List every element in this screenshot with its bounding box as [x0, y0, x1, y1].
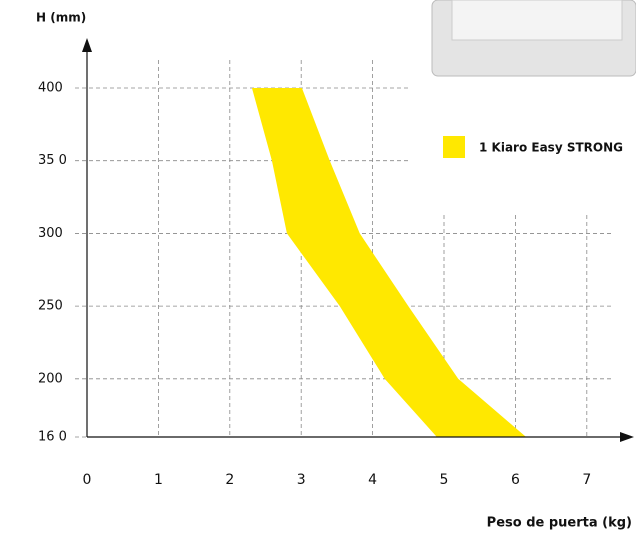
- y-tick-label: 200: [38, 371, 63, 386]
- x-tick-label: 4: [368, 472, 377, 488]
- x-tick-label: 2: [225, 472, 234, 488]
- y-axis-arrow: [82, 38, 92, 52]
- y-tick-label: 35 0: [38, 153, 67, 168]
- y-tick-label: 300: [38, 226, 63, 241]
- x-tick-label: 7: [582, 472, 591, 488]
- x-axis-arrow: [620, 432, 634, 442]
- y-tick-label: 400: [38, 81, 63, 96]
- product-photo-detail: [451, 0, 623, 41]
- legend-swatch: [443, 136, 465, 158]
- x-tick-label: 1: [154, 472, 163, 488]
- x-tick-label: 5: [440, 472, 449, 488]
- y-axis-title: H (mm): [36, 11, 86, 25]
- y-tick-label: 250: [38, 299, 63, 314]
- x-tick-label: 3: [297, 472, 306, 488]
- x-tick-label: 0: [83, 472, 92, 488]
- y-tick-label: 16 0: [38, 430, 67, 445]
- range-area: [251, 88, 527, 437]
- legend-label: 1 Kiaro Easy STRONG: [479, 141, 623, 155]
- x-tick-label: 6: [511, 472, 520, 488]
- x-axis-title: Peso de puerta (kg): [487, 516, 632, 531]
